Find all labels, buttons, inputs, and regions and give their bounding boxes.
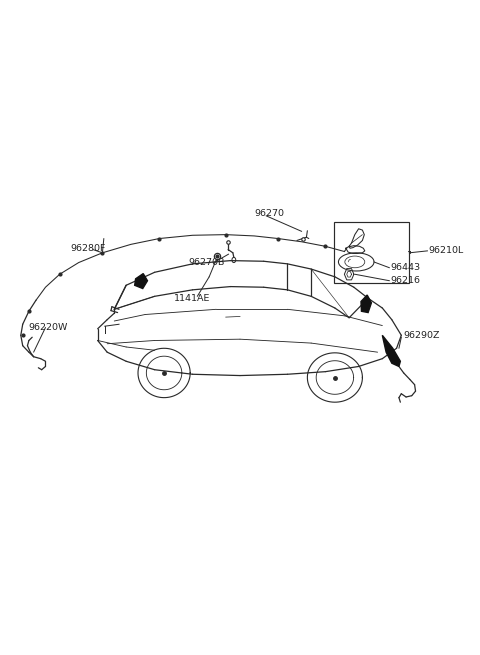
Polygon shape xyxy=(361,295,372,312)
Polygon shape xyxy=(383,335,400,366)
Text: 96210L: 96210L xyxy=(429,246,464,255)
Text: 96220W: 96220W xyxy=(29,323,68,332)
Text: 1141AE: 1141AE xyxy=(174,294,210,303)
Text: 96270: 96270 xyxy=(254,210,284,218)
Polygon shape xyxy=(135,274,147,289)
Text: 96270B: 96270B xyxy=(189,258,225,267)
Text: 96443: 96443 xyxy=(391,263,421,272)
Text: 96216: 96216 xyxy=(391,276,421,285)
Text: 96280F: 96280F xyxy=(71,244,106,253)
Text: 96290Z: 96290Z xyxy=(404,331,440,340)
